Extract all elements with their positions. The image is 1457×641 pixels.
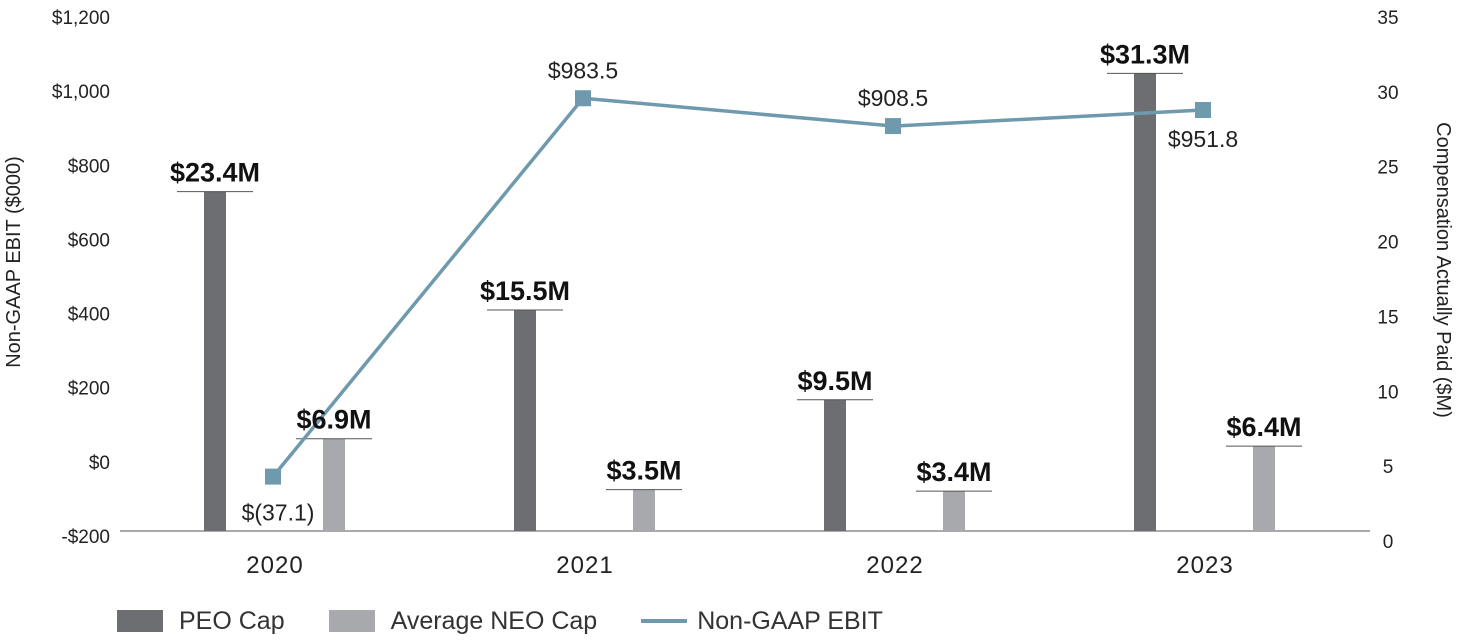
- left-axis-ticks: -$200 $0 $200 $400 $600 $800 $1,000 $1,200: [52, 8, 110, 548]
- bar-label-average-neo-cap: $6.9M: [296, 405, 371, 435]
- right-tick-label: 5: [1383, 457, 1394, 478]
- chart: -$200 $0 $200 $400 $600 $800 $1,000 $1,200 0 5 10…: [3, 8, 1454, 579]
- left-tick-label: $400: [68, 305, 110, 326]
- bar-label-average-neo-cap: $6.4M: [1226, 412, 1301, 442]
- right-tick-label: 0: [1383, 532, 1394, 553]
- left-tick-label: -$200: [61, 527, 110, 548]
- right-tick-label: 30: [1377, 83, 1398, 104]
- legend-item-average-neo-cap: Average NEO Cap: [328, 606, 598, 636]
- right-axis-title: Compensation Actually Paid ($M): [1432, 122, 1454, 418]
- bar-peo-cap: [824, 399, 846, 531]
- left-tick-label: $800: [68, 156, 110, 177]
- ebit-point-label: $951.8: [1168, 126, 1238, 152]
- left-tick-label: $1,200: [52, 8, 110, 29]
- bar-peo-cap: [514, 309, 536, 531]
- bar-peo-cap: [1134, 73, 1156, 531]
- right-tick-label: 10: [1377, 382, 1398, 403]
- ebit-point-label: $983.5: [548, 57, 618, 83]
- bar-label-peo-cap: $23.4M: [170, 158, 260, 188]
- bar-labels: $23.4M $15.5M $9.5M $31.3M $6.9M $3.5M $3.4M $6…: [170, 39, 1302, 487]
- right-tick-label: 20: [1377, 233, 1398, 254]
- left-axis-title: Non-GAAP EBIT ($000): [3, 156, 25, 368]
- legend-swatch-peo-cap: [117, 610, 163, 632]
- ebit-point-marker: [1195, 102, 1211, 119]
- ebit-line: [265, 90, 1211, 485]
- x-tick-label: 2020: [246, 552, 303, 579]
- bar-label-peo-cap: $9.5M: [797, 366, 872, 396]
- ebit-point-label: $908.5: [858, 85, 928, 111]
- ebit-point-marker: [885, 118, 901, 135]
- right-axis-ticks: 0 5 10 15 20 25 30 35: [1377, 8, 1398, 553]
- ebit-point-marker: [265, 468, 281, 485]
- bar-average-neo-cap: [633, 489, 655, 531]
- bars: [177, 72, 1302, 531]
- bar-average-neo-cap: [943, 491, 965, 531]
- ebit-point-label: $(37.1): [242, 500, 315, 526]
- legend: PEO Cap Average NEO Cap Non-GAAP EBIT: [117, 604, 927, 638]
- x-axis-ticks: 2020 2021 2022 2023: [246, 552, 1233, 579]
- legend-item-non-gaap-ebit: Non-GAAP EBIT: [641, 607, 883, 636]
- ebit-line-path: [271, 96, 1204, 478]
- legend-label-non-gaap-ebit: Non-GAAP EBIT: [697, 606, 883, 635]
- bar-label-peo-cap: $31.3M: [1100, 39, 1190, 69]
- left-tick-label: $200: [68, 379, 110, 400]
- legend-label-peo-cap: PEO Cap: [179, 606, 285, 635]
- legend-swatch-average-neo-cap: [328, 610, 375, 632]
- left-tick-label: $1,000: [52, 82, 110, 103]
- bar-average-neo-cap: [323, 438, 345, 531]
- legend-label-average-neo-cap: Average NEO Cap: [390, 606, 598, 635]
- bar-peo-cap: [204, 191, 226, 531]
- left-tick-label: $0: [89, 453, 110, 474]
- bar-label-average-neo-cap: $3.5M: [606, 456, 681, 486]
- legend-swatch-non-gaap-ebit: [641, 619, 688, 623]
- legend-item-peo-cap: PEO Cap: [117, 607, 285, 636]
- point-labels: $(37.1) $983.5 $908.5 $951.8: [242, 57, 1239, 525]
- x-tick-label: 2023: [1176, 552, 1233, 579]
- right-tick-label: 35: [1377, 8, 1398, 29]
- bar-average-neo-cap: [1253, 446, 1275, 531]
- right-tick-label: 25: [1377, 158, 1398, 179]
- x-tick-label: 2022: [866, 552, 923, 579]
- bar-label-peo-cap: $15.5M: [480, 276, 570, 306]
- bar-label-average-neo-cap: $3.4M: [916, 457, 991, 487]
- left-tick-label: $600: [68, 230, 110, 251]
- right-tick-label: 15: [1377, 307, 1398, 328]
- ebit-point-marker: [575, 90, 591, 107]
- x-tick-label: 2021: [556, 552, 613, 579]
